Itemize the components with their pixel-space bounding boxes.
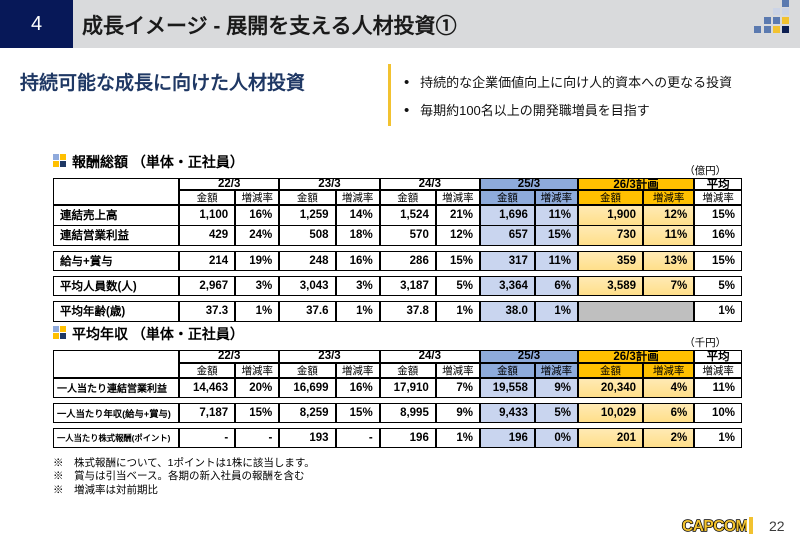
svg-text:CAPCOM: CAPCOM [682,518,747,535]
